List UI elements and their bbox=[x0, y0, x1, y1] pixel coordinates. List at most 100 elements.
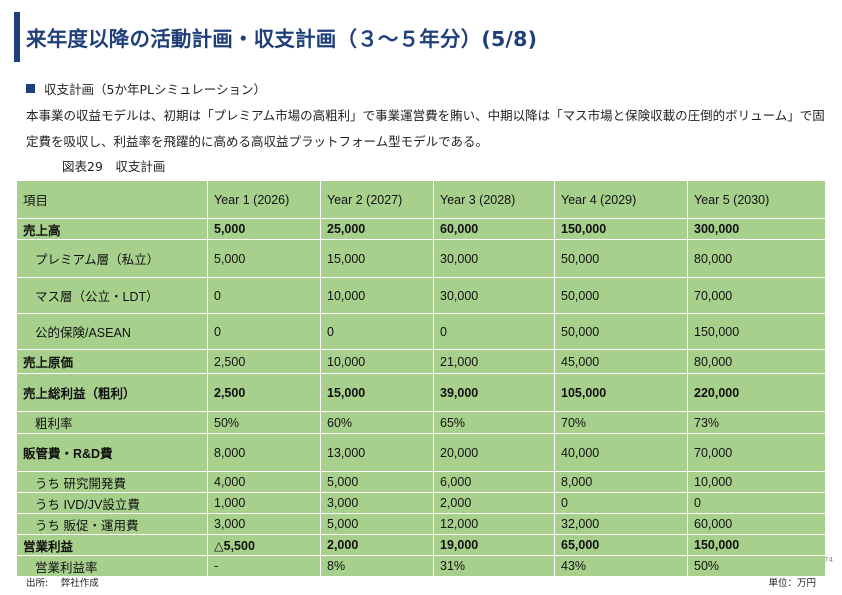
table-cell: 2,500 bbox=[207, 373, 321, 412]
source-note: 出所: 弊社作成 bbox=[26, 578, 99, 589]
table-cell: 0 bbox=[687, 492, 826, 514]
table-cell: △5,500 bbox=[207, 534, 321, 556]
table-cell: 50,000 bbox=[554, 239, 688, 278]
table-cell: 105,000 bbox=[554, 373, 688, 412]
table-cell: 8,000 bbox=[554, 471, 688, 493]
table-cell: 0 bbox=[207, 313, 321, 350]
table-cell: 20,000 bbox=[433, 433, 555, 472]
table-cell: 8,000 bbox=[207, 433, 321, 472]
table-cell: 60,000 bbox=[433, 218, 555, 240]
table-cell: 32,000 bbox=[554, 513, 688, 535]
row-label: 営業利益率 bbox=[16, 555, 208, 577]
unit-note: 単位：万円 bbox=[768, 578, 816, 589]
table-row-gross-profit: 売上総利益（粗利） 2,500 15,000 39,000 105,000 22… bbox=[16, 373, 826, 412]
table-cell: 50% bbox=[687, 555, 826, 577]
table-cell: 0 bbox=[320, 313, 434, 350]
table-header-row: 項目 Year 1 (2026) Year 2 (2027) Year 3 (2… bbox=[16, 180, 826, 219]
section-heading-text: 収支計画（5か年PLシミュレーション） bbox=[44, 82, 266, 97]
table-cell: 300,000 bbox=[687, 218, 826, 240]
table-cell: 45,000 bbox=[554, 349, 688, 374]
section-heading: 収支計画（5か年PLシミュレーション） bbox=[26, 79, 266, 98]
row-label: 販管費・R&D費 bbox=[16, 433, 208, 472]
table-cell: 30,000 bbox=[433, 239, 555, 278]
table-row-promo-cost: うち 販促・運用費 3,000 5,000 12,000 32,000 60,0… bbox=[16, 513, 826, 535]
table-cell: 5,000 bbox=[320, 471, 434, 493]
table-cell: 150,000 bbox=[554, 218, 688, 240]
table-cell: 70% bbox=[554, 411, 688, 434]
table-row-revenue: 売上高 5,000 25,000 60,000 150,000 300,000 bbox=[16, 218, 826, 240]
table-cell: 10,000 bbox=[687, 471, 826, 493]
title-accent-bar bbox=[14, 12, 20, 62]
table-cell: 70,000 bbox=[687, 277, 826, 314]
header-cell-year3: Year 3 (2028) bbox=[433, 180, 555, 219]
table-cell: 80,000 bbox=[687, 239, 826, 278]
table-cell: 25,000 bbox=[320, 218, 434, 240]
row-label: 売上総利益（粗利） bbox=[16, 373, 208, 412]
figure-caption: 図表29 収支計画 bbox=[62, 159, 166, 174]
table-cell: 5,000 bbox=[320, 513, 434, 535]
table-cell: 13,000 bbox=[320, 433, 434, 472]
table-cell: 5,000 bbox=[207, 218, 321, 240]
table-cell: 150,000 bbox=[687, 313, 826, 350]
table-row-public-insurance: 公的保険/ASEAN 0 0 0 50,000 150,000 bbox=[16, 313, 826, 350]
header-cell-year1: Year 1 (2026) bbox=[207, 180, 321, 219]
table-row-mass: マス層（公立・LDT） 0 10,000 30,000 50,000 70,00… bbox=[16, 277, 826, 314]
header-cell-year2: Year 2 (2027) bbox=[320, 180, 434, 219]
table-cell: 4,000 bbox=[207, 471, 321, 493]
table-row-cogs: 売上原価 2,500 10,000 21,000 45,000 80,000 bbox=[16, 349, 826, 374]
row-label: うち 研究開発費 bbox=[16, 471, 208, 493]
table-cell: 1,000 bbox=[207, 492, 321, 514]
table-cell: 10,000 bbox=[320, 349, 434, 374]
table-cell: 5,000 bbox=[207, 239, 321, 278]
row-label: プレミアム層（私立） bbox=[16, 239, 208, 278]
table-cell: 50,000 bbox=[554, 313, 688, 350]
table-cell: 65% bbox=[433, 411, 555, 434]
table-cell: 21,000 bbox=[433, 349, 555, 374]
row-label: 粗利率 bbox=[16, 411, 208, 434]
table-cell: 10,000 bbox=[320, 277, 434, 314]
table-cell: 50,000 bbox=[554, 277, 688, 314]
table-cell: 31% bbox=[433, 555, 555, 577]
header-cell-year5: Year 5 (2030) bbox=[687, 180, 826, 219]
table-cell: 12,000 bbox=[433, 513, 555, 535]
table-row-rd-cost: うち 研究開発費 4,000 5,000 6,000 8,000 10,000 bbox=[16, 471, 826, 493]
page-title: 来年度以降の活動計画・収支計画（３～５年分）(5/8) bbox=[26, 27, 538, 51]
table-cell: 3,000 bbox=[320, 492, 434, 514]
table-cell: 15,000 bbox=[320, 239, 434, 278]
row-label: 営業利益 bbox=[16, 534, 208, 556]
header-cell-year4: Year 4 (2029) bbox=[554, 180, 688, 219]
table-row-operating-profit: 営業利益 △5,500 2,000 19,000 65,000 150,000 bbox=[16, 534, 826, 556]
table-cell: 0 bbox=[554, 492, 688, 514]
table-cell: 30,000 bbox=[433, 277, 555, 314]
table-cell: 60% bbox=[320, 411, 434, 434]
table-cell: 8% bbox=[320, 555, 434, 577]
row-label: 売上高 bbox=[16, 218, 208, 240]
row-label: うち 販促・運用費 bbox=[16, 513, 208, 535]
table-cell: 50% bbox=[207, 411, 321, 434]
table-cell: 6,000 bbox=[433, 471, 555, 493]
table-cell: 220,000 bbox=[687, 373, 826, 412]
table-cell: 43% bbox=[554, 555, 688, 577]
table-cell: 19,000 bbox=[433, 534, 555, 556]
page-number: 74 bbox=[824, 556, 833, 564]
table-cell: 80,000 bbox=[687, 349, 826, 374]
table-row-gross-margin: 粗利率 50% 60% 65% 70% 73% bbox=[16, 411, 826, 434]
row-label: うち IVD/JV設立費 bbox=[16, 492, 208, 514]
row-label: 公的保険/ASEAN bbox=[16, 313, 208, 350]
table-cell: 60,000 bbox=[687, 513, 826, 535]
table-row-sga-rd: 販管費・R&D費 8,000 13,000 20,000 40,000 70,0… bbox=[16, 433, 826, 472]
table-cell: 73% bbox=[687, 411, 826, 434]
row-label: 売上原価 bbox=[16, 349, 208, 374]
table-cell: 40,000 bbox=[554, 433, 688, 472]
table-cell: 150,000 bbox=[687, 534, 826, 556]
header-cell-item: 項目 bbox=[16, 180, 208, 219]
table-cell: 70,000 bbox=[687, 433, 826, 472]
table-cell: 15,000 bbox=[320, 373, 434, 412]
row-label: マス層（公立・LDT） bbox=[16, 277, 208, 314]
description-paragraph: 本事業の収益モデルは、初期は「プレミアム市場の高粗利」で事業運営費を賄い、中期以… bbox=[26, 108, 825, 149]
table-cell: 0 bbox=[433, 313, 555, 350]
table-cell: 2,500 bbox=[207, 349, 321, 374]
table-row-premium: プレミアム層（私立） 5,000 15,000 30,000 50,000 80… bbox=[16, 239, 826, 278]
table-row-ivd-jv-cost: うち IVD/JV設立費 1,000 3,000 2,000 0 0 bbox=[16, 492, 826, 514]
table-row-operating-margin: 営業利益率 - 8% 31% 43% 50% bbox=[16, 555, 826, 577]
